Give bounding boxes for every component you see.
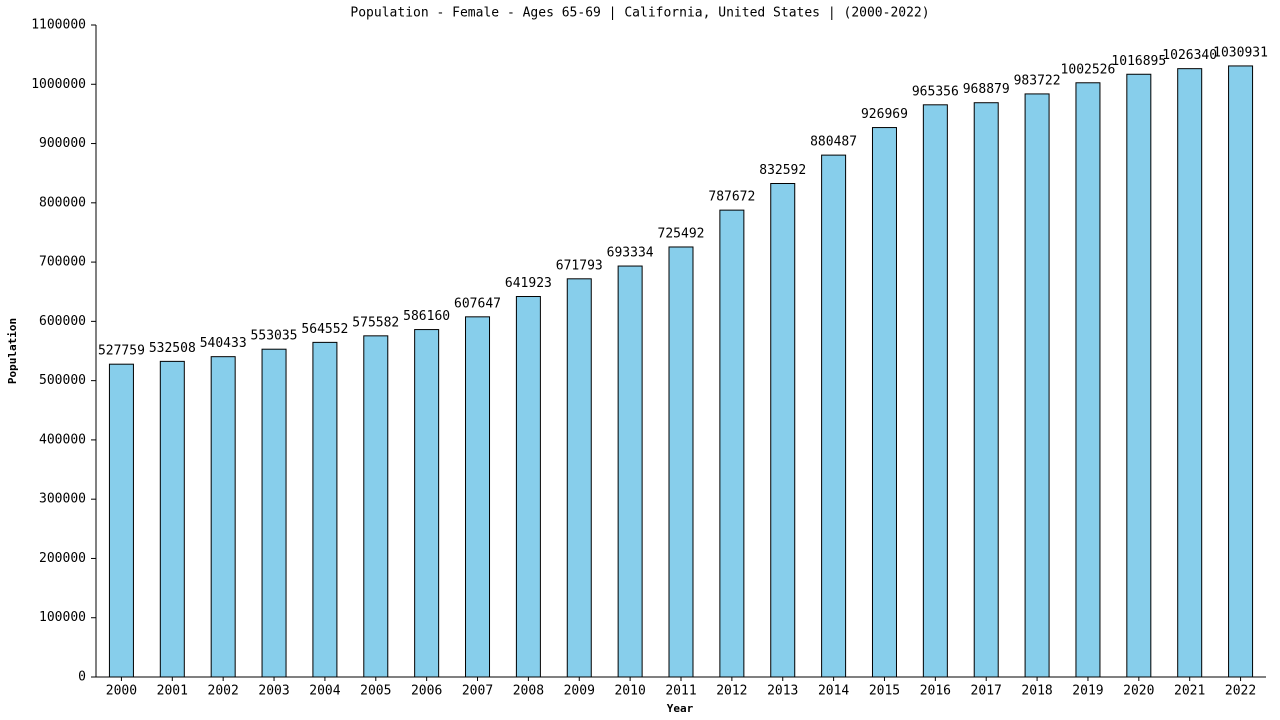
bar xyxy=(261,348,287,678)
y-tick-label: 800000 xyxy=(39,195,86,210)
y-tick-label: 700000 xyxy=(39,255,86,270)
x-tick-label: 2016 xyxy=(920,684,951,699)
value-label: 641923 xyxy=(505,276,552,291)
value-label: 586160 xyxy=(403,309,450,324)
bar xyxy=(973,102,999,678)
y-tick-label: 600000 xyxy=(39,314,86,329)
y-tick-label: 1100000 xyxy=(31,18,86,33)
x-tick-label: 2015 xyxy=(869,684,900,699)
value-label: 607647 xyxy=(454,296,501,311)
x-tick-label: 2014 xyxy=(818,684,849,699)
value-label: 564552 xyxy=(301,322,348,337)
value-label: 832592 xyxy=(759,163,806,178)
value-label: 965356 xyxy=(912,84,959,99)
chart-title: Population - Female - Ages 65-69 | Calif… xyxy=(350,6,929,21)
x-axis-label: Year xyxy=(667,702,694,715)
value-label: 880487 xyxy=(810,135,857,150)
value-label: 527759 xyxy=(98,344,145,359)
bar xyxy=(1177,68,1203,678)
bar xyxy=(108,363,134,678)
bar xyxy=(922,104,948,678)
bar xyxy=(414,329,440,678)
y-tick-label: 1000000 xyxy=(31,77,86,92)
x-tick-label: 2021 xyxy=(1174,684,1205,699)
value-label: 1016895 xyxy=(1111,54,1166,69)
x-tick-label: 2007 xyxy=(462,684,493,699)
bar xyxy=(719,209,745,678)
x-tick-label: 2003 xyxy=(258,684,289,699)
y-tick-label: 100000 xyxy=(39,610,86,625)
y-tick-label: 0 xyxy=(78,670,86,685)
bar xyxy=(515,296,541,678)
value-label: 787672 xyxy=(708,190,755,205)
y-tick-label: 300000 xyxy=(39,492,86,507)
value-label: 1026340 xyxy=(1162,48,1217,63)
bar xyxy=(770,183,796,678)
bar xyxy=(465,316,491,678)
x-tick-label: 2001 xyxy=(157,684,188,699)
x-tick-label: 2005 xyxy=(360,684,391,699)
bar xyxy=(1075,82,1101,678)
value-label: 540433 xyxy=(200,336,247,351)
value-label: 693334 xyxy=(607,246,654,261)
x-tick-label: 2017 xyxy=(971,684,1002,699)
value-label: 725492 xyxy=(658,226,705,241)
value-label: 1002526 xyxy=(1061,62,1116,77)
y-tick-label: 900000 xyxy=(39,136,86,151)
x-tick-label: 2012 xyxy=(716,684,747,699)
bar xyxy=(617,265,643,678)
x-tick-label: 2022 xyxy=(1225,684,1256,699)
bar xyxy=(210,356,236,678)
x-tick-label: 2013 xyxy=(767,684,798,699)
x-tick-label: 2011 xyxy=(665,684,696,699)
value-label: 575582 xyxy=(352,315,399,330)
value-label: 532508 xyxy=(149,341,196,356)
value-label: 968879 xyxy=(963,82,1010,97)
bar xyxy=(159,360,185,678)
value-label: 1030931 xyxy=(1213,45,1268,60)
bar xyxy=(566,278,592,678)
bar xyxy=(1024,93,1050,678)
bar xyxy=(312,341,338,678)
value-label: 671793 xyxy=(556,258,603,273)
y-axis-label: Population xyxy=(6,318,19,384)
x-tick-label: 2006 xyxy=(411,684,442,699)
x-tick-label: 2019 xyxy=(1072,684,1103,699)
x-tick-label: 2000 xyxy=(106,684,137,699)
value-label: 553035 xyxy=(251,329,298,344)
y-tick-label: 500000 xyxy=(39,373,86,388)
bar xyxy=(668,246,694,678)
value-label: 983722 xyxy=(1014,73,1061,88)
bar xyxy=(363,335,389,678)
y-tick-label: 400000 xyxy=(39,432,86,447)
x-tick-label: 2009 xyxy=(564,684,595,699)
x-tick-label: 2002 xyxy=(208,684,239,699)
x-tick-label: 2004 xyxy=(309,684,340,699)
x-tick-label: 2010 xyxy=(614,684,645,699)
y-tick-label: 200000 xyxy=(39,551,86,566)
bar xyxy=(1228,65,1254,678)
bar xyxy=(1126,73,1152,678)
x-tick-label: 2008 xyxy=(513,684,544,699)
value-label: 926969 xyxy=(861,107,908,122)
x-tick-label: 2018 xyxy=(1021,684,1052,699)
bar xyxy=(821,154,847,678)
x-tick-label: 2020 xyxy=(1123,684,1154,699)
bar xyxy=(871,127,897,678)
